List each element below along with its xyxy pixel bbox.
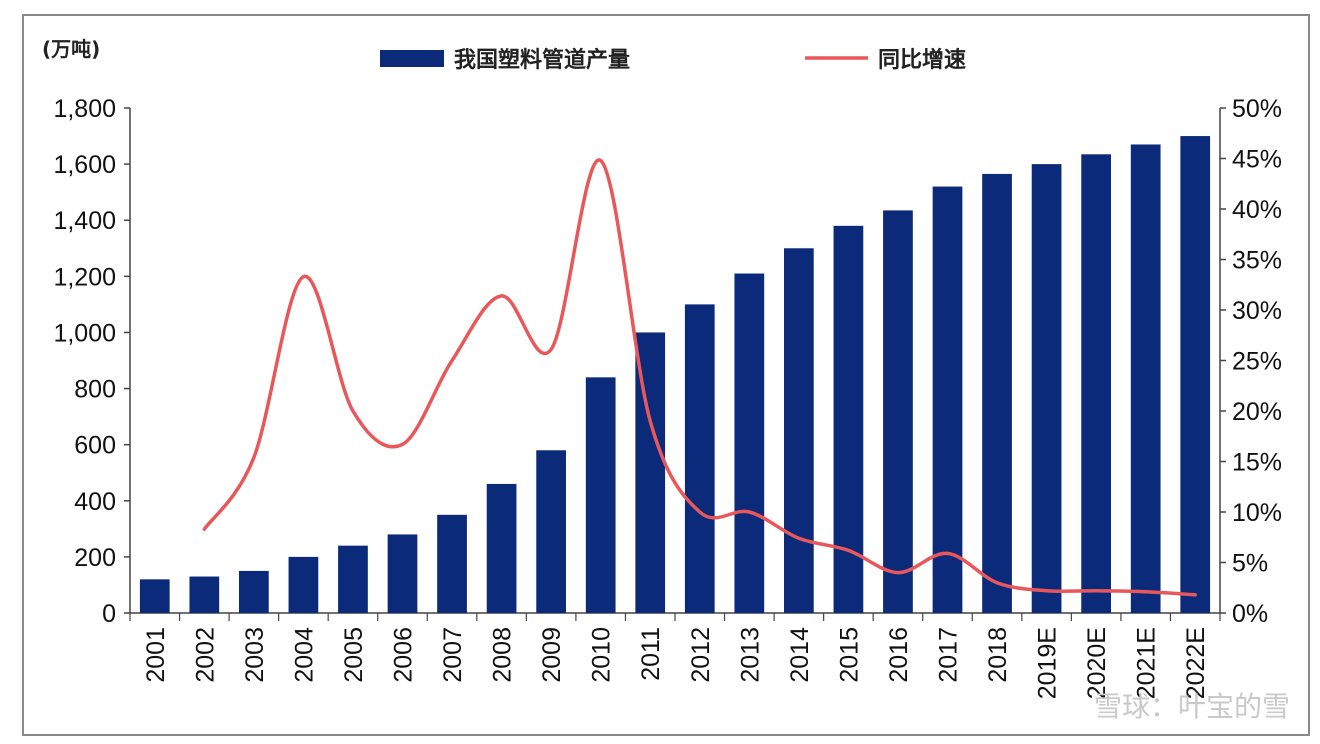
right-tick-label: 5% xyxy=(1232,550,1268,578)
left-tick-label: 200 xyxy=(74,544,116,572)
bar xyxy=(883,210,913,613)
right-tick-label: 20% xyxy=(1232,398,1282,426)
right-tick-label: 0% xyxy=(1232,600,1268,628)
right-tick-label: 25% xyxy=(1232,348,1282,376)
x-tick-label: 2008 xyxy=(489,627,517,683)
left-tick-label: 1,200 xyxy=(53,263,116,291)
legend-bar-label: 我国塑料管道产量 xyxy=(454,47,630,73)
x-tick-label: 2014 xyxy=(786,627,814,683)
x-tick-label: 2015 xyxy=(835,627,863,683)
right-tick-label: 10% xyxy=(1232,499,1282,527)
x-tick-label: 2002 xyxy=(191,627,219,683)
x-tick-label: 2005 xyxy=(340,627,368,683)
bar xyxy=(239,570,269,613)
left-tick-label: 400 xyxy=(74,488,116,516)
right-tick-label: 15% xyxy=(1232,449,1282,477)
bar xyxy=(1031,164,1062,613)
x-tick-label: 2018 xyxy=(984,627,1012,683)
bar xyxy=(338,545,368,613)
x-tick-label: 2021E xyxy=(1133,627,1161,699)
right-tick-label: 45% xyxy=(1232,146,1282,174)
x-tick-label: 2001 xyxy=(142,627,170,683)
left-tick-label: 600 xyxy=(74,432,116,460)
bar xyxy=(189,576,220,613)
bar xyxy=(982,173,1012,614)
right-tick-label: 50% xyxy=(1232,95,1282,123)
bar xyxy=(387,534,418,613)
bar xyxy=(932,186,963,614)
left-tick-label: 1,800 xyxy=(53,95,116,123)
x-tick-label: 2010 xyxy=(588,627,616,683)
left-tick-label: 0 xyxy=(102,600,116,628)
x-tick-label: 2003 xyxy=(241,627,269,683)
x-tick-label: 2019E xyxy=(1034,627,1062,699)
right-tick-label: 30% xyxy=(1232,297,1282,325)
legend-bar-swatch xyxy=(380,50,444,67)
legend-line-label: 同比增速 xyxy=(878,47,966,73)
right-tick-label: 40% xyxy=(1232,196,1282,224)
left-tick-label: 1,600 xyxy=(53,151,116,179)
left-tick-label: 1,400 xyxy=(53,207,116,235)
left-tick-label: 800 xyxy=(74,376,116,404)
bar xyxy=(139,579,170,613)
bar xyxy=(288,556,319,613)
x-tick-label: 2011 xyxy=(637,627,665,681)
bar xyxy=(1081,154,1111,613)
bar xyxy=(486,483,517,613)
watermark: 雪球：叶宝的雪 xyxy=(1094,690,1290,723)
x-tick-label: 2012 xyxy=(687,627,715,683)
bar xyxy=(734,273,765,613)
x-tick-label: 2016 xyxy=(885,627,913,683)
x-tick-label: 2017 xyxy=(935,627,963,683)
left-axis-unit: (万吨) xyxy=(42,37,100,61)
bar xyxy=(1180,136,1211,614)
bar xyxy=(437,514,467,613)
x-tick-label: 2007 xyxy=(439,627,467,683)
x-tick-label: 2022E xyxy=(1182,627,1210,699)
bar xyxy=(585,377,616,613)
bar xyxy=(536,450,566,613)
x-tick-label: 2004 xyxy=(290,627,318,683)
x-tick-label: 2020E xyxy=(1083,627,1111,699)
right-tick-label: 35% xyxy=(1232,247,1282,275)
x-tick-label: 2009 xyxy=(538,627,566,683)
bar xyxy=(1130,144,1161,613)
bar xyxy=(684,304,715,613)
bar xyxy=(784,248,814,613)
x-tick-label: 2013 xyxy=(736,627,764,683)
x-tick-label: 2006 xyxy=(390,627,418,683)
left-tick-label: 1,000 xyxy=(53,319,116,347)
